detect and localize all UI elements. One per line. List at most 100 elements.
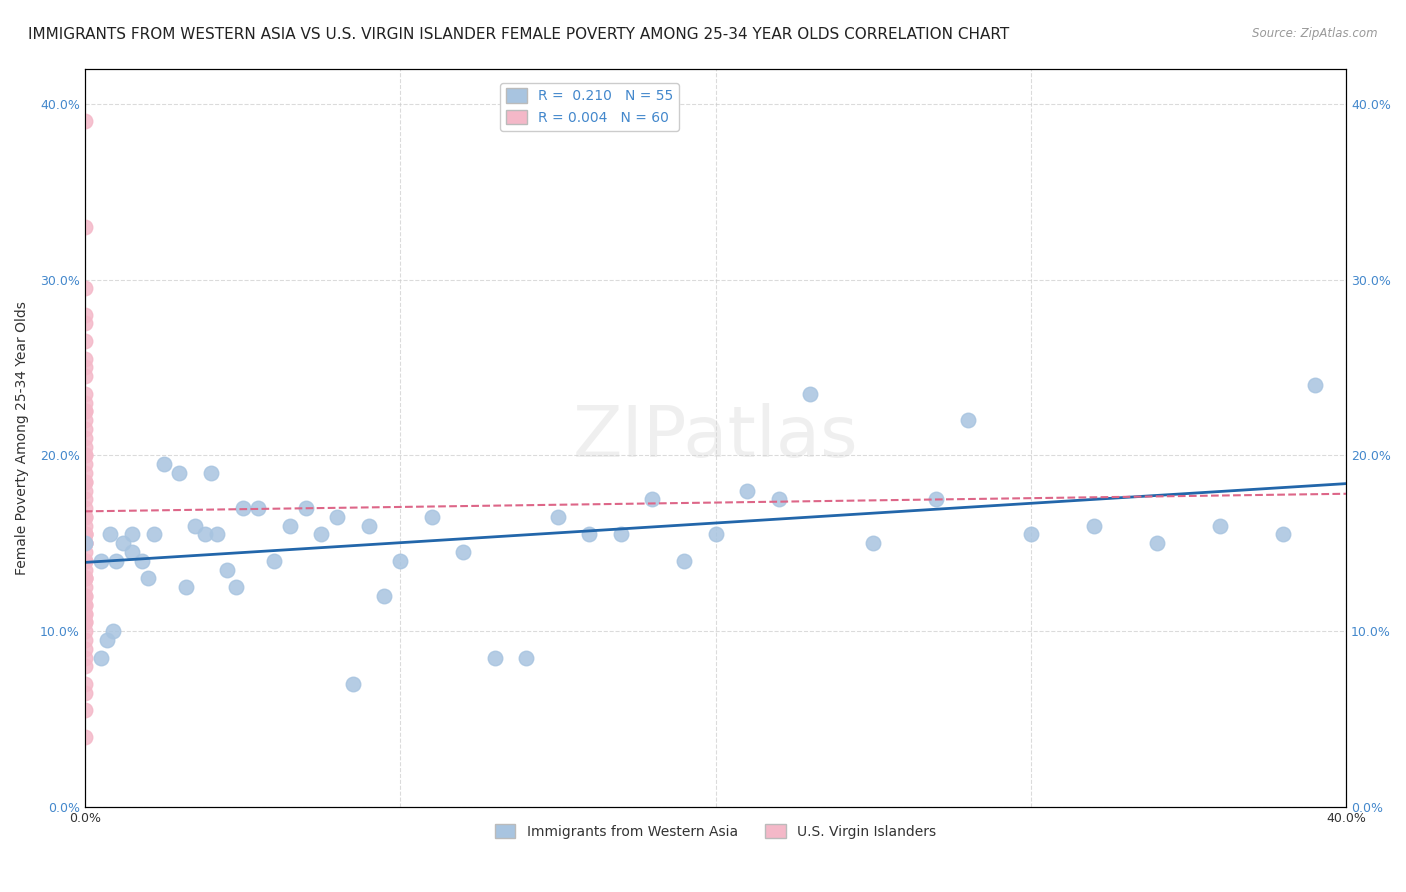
Point — [73, 536, 96, 550]
Point — [73, 492, 96, 507]
Text: ZIPatlas: ZIPatlas — [572, 403, 859, 472]
Point — [1019, 527, 1042, 541]
Point — [311, 527, 333, 541]
Point — [225, 580, 247, 594]
Point — [294, 501, 316, 516]
Point — [73, 607, 96, 621]
Point — [73, 395, 96, 409]
Point — [90, 650, 112, 665]
Point — [799, 387, 821, 401]
Point — [73, 114, 96, 128]
Point — [73, 404, 96, 418]
Point — [73, 422, 96, 436]
Point — [73, 457, 96, 471]
Point — [326, 510, 349, 524]
Point — [73, 650, 96, 665]
Point — [357, 518, 380, 533]
Point — [184, 518, 207, 533]
Point — [263, 554, 285, 568]
Point — [73, 317, 96, 331]
Point — [194, 527, 217, 541]
Point — [735, 483, 758, 498]
Point — [73, 607, 96, 621]
Point — [207, 527, 229, 541]
Point — [73, 536, 96, 550]
Point — [73, 449, 96, 463]
Point — [768, 492, 790, 507]
Point — [73, 554, 96, 568]
Point — [174, 580, 197, 594]
Point — [73, 571, 96, 585]
Point — [578, 527, 600, 541]
Point — [73, 580, 96, 594]
Point — [73, 703, 96, 717]
Point — [1083, 518, 1105, 533]
Point — [73, 624, 96, 639]
Point — [73, 219, 96, 234]
Point — [73, 334, 96, 348]
Point — [73, 527, 96, 541]
Point — [862, 536, 884, 550]
Point — [73, 360, 96, 375]
Point — [103, 624, 125, 639]
Point — [373, 589, 395, 603]
Point — [73, 510, 96, 524]
Point — [200, 466, 222, 480]
Point — [73, 598, 96, 612]
Point — [73, 589, 96, 603]
Point — [1146, 536, 1168, 550]
Point — [73, 466, 96, 480]
Point — [73, 615, 96, 630]
Point — [73, 404, 96, 418]
Point — [389, 554, 412, 568]
Point — [231, 501, 253, 516]
Point — [73, 677, 96, 691]
Point — [451, 545, 474, 559]
Point — [484, 650, 506, 665]
Point — [73, 440, 96, 454]
Point — [215, 563, 238, 577]
Point — [73, 598, 96, 612]
Point — [73, 413, 96, 427]
Point — [1272, 527, 1295, 541]
Point — [420, 510, 443, 524]
Point — [73, 431, 96, 445]
Point — [73, 686, 96, 700]
Point — [73, 449, 96, 463]
Point — [247, 501, 270, 516]
Y-axis label: Female Poverty Among 25-34 Year Olds: Female Poverty Among 25-34 Year Olds — [15, 301, 30, 574]
Point — [73, 475, 96, 489]
Point — [73, 563, 96, 577]
Point — [73, 536, 96, 550]
Point — [73, 483, 96, 498]
Point — [73, 281, 96, 295]
Point — [105, 554, 128, 568]
Point — [610, 527, 633, 541]
Point — [73, 730, 96, 744]
Point — [121, 527, 143, 541]
Point — [278, 518, 301, 533]
Point — [73, 518, 96, 533]
Point — [73, 641, 96, 656]
Point — [73, 554, 96, 568]
Point — [73, 475, 96, 489]
Point — [73, 527, 96, 541]
Point — [90, 554, 112, 568]
Point — [169, 466, 191, 480]
Text: IMMIGRANTS FROM WESTERN ASIA VS U.S. VIRGIN ISLANDER FEMALE POVERTY AMONG 25-34 : IMMIGRANTS FROM WESTERN ASIA VS U.S. VIR… — [28, 27, 1010, 42]
Point — [136, 571, 159, 585]
Point — [121, 545, 143, 559]
Point — [515, 650, 537, 665]
Point — [641, 492, 664, 507]
Point — [704, 527, 727, 541]
Point — [152, 457, 174, 471]
Point — [73, 308, 96, 322]
Point — [111, 536, 134, 550]
Point — [73, 527, 96, 541]
Legend: Immigrants from Western Asia, U.S. Virgin Islanders: Immigrants from Western Asia, U.S. Virgi… — [489, 819, 942, 845]
Point — [547, 510, 569, 524]
Point — [96, 632, 118, 647]
Point — [1209, 518, 1232, 533]
Point — [73, 545, 96, 559]
Text: Source: ZipAtlas.com: Source: ZipAtlas.com — [1253, 27, 1378, 40]
